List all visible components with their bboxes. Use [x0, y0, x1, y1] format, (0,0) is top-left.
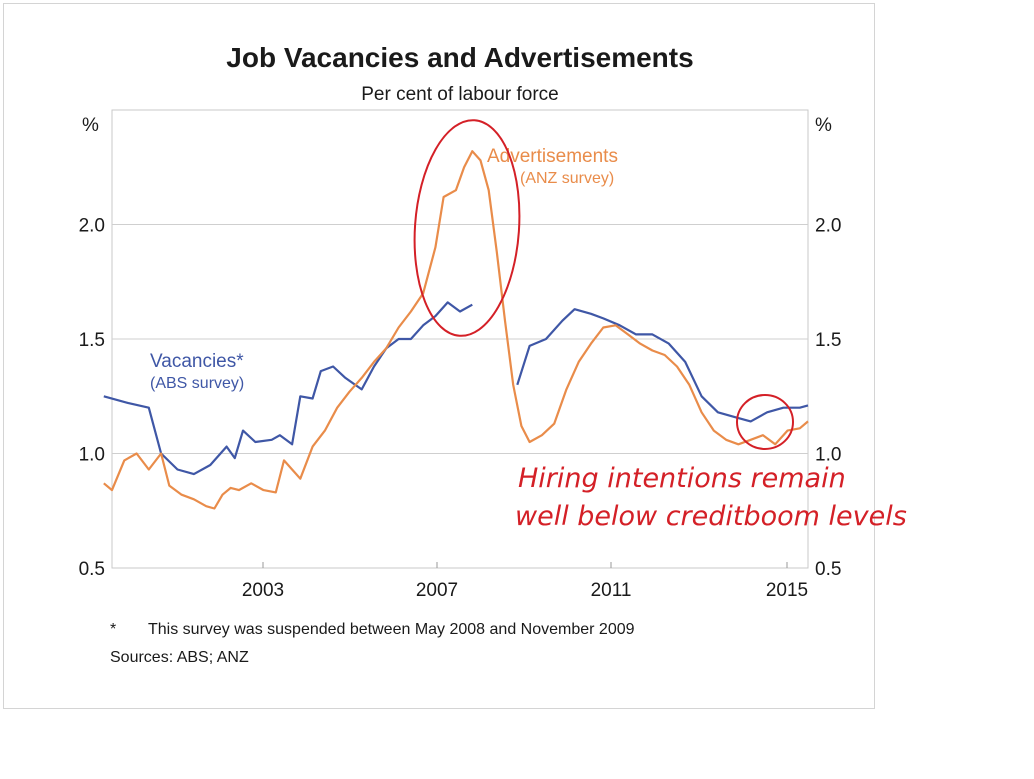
series-line-vacancies: [103, 301, 473, 476]
x-tick-label: 2015: [766, 580, 808, 601]
series-source-advertisements: (ANZ survey): [520, 170, 614, 187]
chart-frame: [3, 3, 875, 709]
series-line-advertisements: [103, 150, 809, 510]
grid-lines: [112, 224, 808, 454]
right-axis-unit: %: [815, 115, 832, 136]
y-tick-right: 0.5: [815, 559, 841, 580]
chart-subtitle: Per cent of labour force: [361, 84, 559, 105]
latest-circle-annotation: [736, 394, 794, 450]
x-tick-labels: 2003 2007 2011 2015: [242, 562, 808, 601]
y-tick-right: 2.0: [815, 216, 841, 237]
y-tick-right: 1.0: [815, 445, 841, 466]
y-tick-left: 0.5: [79, 559, 105, 580]
handwritten-note-line1: Hiring intentions remain: [518, 463, 846, 494]
left-axis-unit: %: [82, 115, 99, 136]
series-lines: [103, 150, 809, 510]
series-label-advertisements: Advertisements: [487, 146, 618, 167]
series-source-vacancies: (ABS survey): [150, 375, 244, 392]
handwritten-note-line2: well below creditboom levels: [515, 501, 907, 532]
footnote-text: This survey was suspended between May 20…: [148, 621, 635, 638]
y-tick-right: 1.5: [815, 330, 841, 351]
series-line-vacancies: [516, 308, 809, 423]
sources-text: Sources: ABS; ANZ: [110, 649, 249, 666]
x-tick-label: 2003: [242, 580, 284, 601]
x-tick-label: 2007: [416, 580, 458, 601]
chart-title: Job Vacancies and Advertisements: [226, 42, 693, 73]
x-tick-label: 2011: [591, 580, 632, 601]
footnote-marker: *: [110, 621, 116, 638]
series-label-vacancies: Vacancies*: [150, 351, 244, 372]
y-tick-left: 2.0: [79, 216, 105, 237]
y-tick-left: 1.5: [79, 330, 105, 351]
y-tick-left: 1.0: [79, 445, 105, 466]
peak-circle-annotation: [413, 119, 521, 337]
y-tick-labels: 0.5 0.5 1.0 1.0 1.5 1.5 2.0 2.0: [79, 216, 842, 581]
